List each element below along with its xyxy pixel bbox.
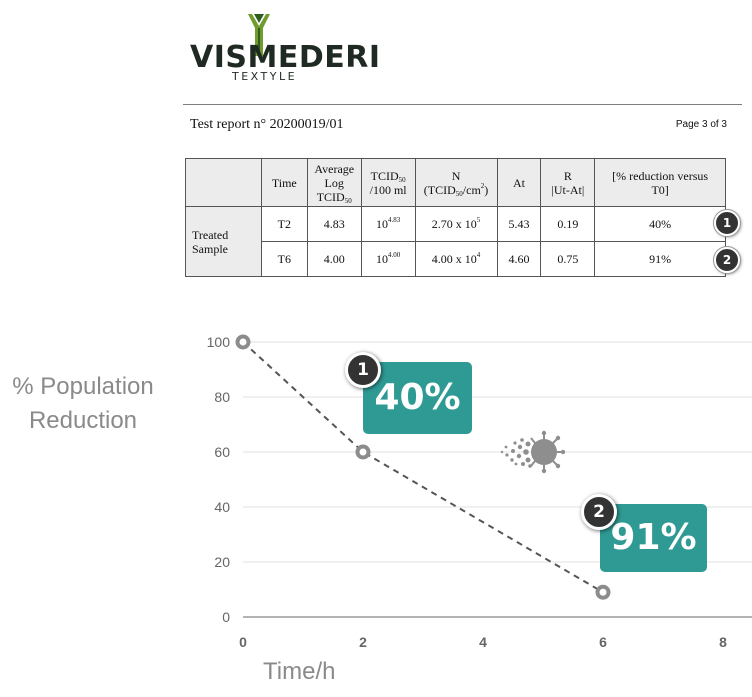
x-tick-label: 0	[239, 634, 247, 650]
brand-subtitle: TEXTYLE	[232, 70, 298, 83]
cell-tcid: 104.00	[360, 241, 416, 277]
header-time: Time	[260, 158, 308, 207]
y-axis-label: % Population Reduction	[8, 370, 158, 438]
data-point-center	[359, 448, 367, 456]
header-tcid50: TCID50 /100 ml	[360, 158, 416, 207]
header-r: R |Ut-At|	[540, 158, 596, 207]
table-badge-1: 1	[714, 210, 740, 236]
cell-avg-log: 4.83	[306, 206, 362, 242]
x-tick-label: 6	[599, 634, 607, 650]
cell-r: 0.75	[540, 241, 596, 277]
cell-n: 4.00 x 104	[414, 241, 498, 277]
page-number: Page 3 of 3	[675, 119, 727, 130]
x-tick-label: 8	[719, 634, 727, 650]
callout-badge-2: 2	[581, 494, 617, 530]
brand-name: VISMEDERI	[190, 40, 381, 75]
y-tick-label: 0	[222, 609, 230, 625]
header-average-log: Average Log TCID50	[306, 158, 362, 207]
y-tick-label: 100	[207, 334, 231, 350]
cell-time: T6	[260, 241, 308, 277]
cell-at: 5.43	[496, 206, 542, 242]
cell-avg-log: 4.00	[306, 241, 362, 277]
y-tick-label: 20	[214, 554, 230, 570]
header-empty-cell	[185, 158, 262, 207]
y-tick-label: 80	[214, 389, 230, 405]
data-point-center	[599, 588, 607, 596]
table-badge-2: 2	[714, 247, 740, 273]
x-tick-label: 4	[479, 634, 487, 650]
x-tick-label: 2	[359, 634, 367, 650]
cell-reduction: 91%	[594, 241, 726, 277]
header-divider	[183, 104, 742, 105]
x-axis-label: Time/h	[263, 658, 336, 685]
cell-time: T2	[260, 206, 308, 242]
table-row: T6 4.00 104.00 4.00 x 104 4.60 0.75 91%	[186, 241, 726, 277]
virus-icon	[500, 430, 566, 474]
results-table: Time Average Log TCID50 TCID50 /100 ml N…	[185, 158, 726, 277]
cell-tcid: 104.83	[360, 206, 416, 242]
data-point-center	[239, 338, 247, 346]
cell-at: 4.60	[496, 241, 542, 277]
header-at: At	[496, 158, 542, 207]
header-n: N (TCID50/cm2)	[414, 158, 498, 207]
brand-logo-mark	[248, 14, 270, 56]
row-label-treated-sample: Treated Sample	[185, 206, 262, 277]
callout-91: 91%	[600, 504, 707, 572]
callout-40: 40%	[363, 362, 472, 434]
y-tick-label: 60	[214, 444, 230, 460]
y-axis-label-line-2: Reduction	[28, 407, 138, 434]
report-title: Test report n° 20200019/01	[190, 117, 344, 132]
y-tick-label: 40	[214, 499, 230, 515]
y-axis-label-line-1: % Population	[12, 373, 154, 400]
cell-n: 2.70 x 105	[414, 206, 498, 242]
callout-badge-1: 1	[345, 352, 381, 388]
